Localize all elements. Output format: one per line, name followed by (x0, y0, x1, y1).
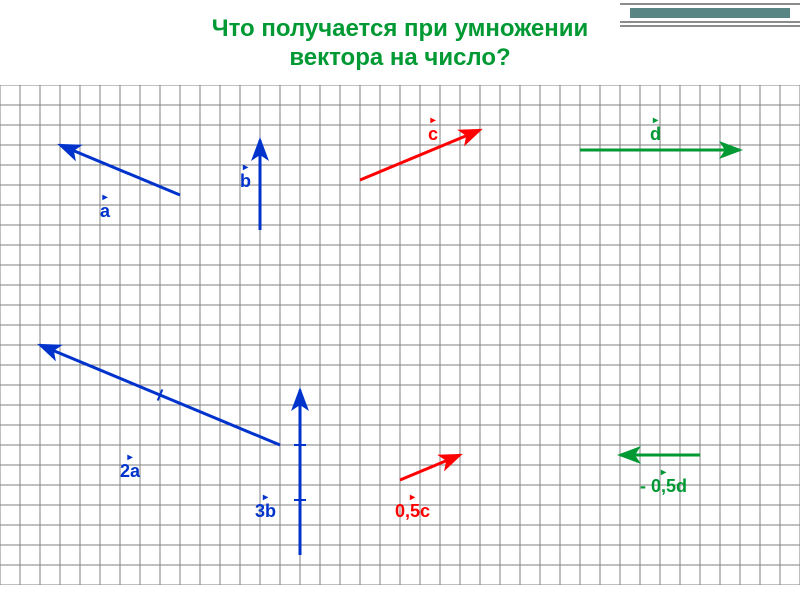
label--0.5d: ▸- 0,5d (640, 470, 687, 497)
label-a: ▸a (100, 195, 110, 222)
label-b: ▸b (240, 165, 251, 192)
label-d: ▸d (650, 118, 661, 145)
label-text: b (240, 171, 251, 191)
title-line-2: вектора на число? (289, 44, 510, 71)
label-c: ▸c (428, 118, 438, 145)
label-text: 3b (255, 501, 276, 521)
label-text: d (650, 124, 661, 144)
vector-0.5c (400, 455, 460, 480)
label-0.5c: ▸0,5c (395, 495, 430, 522)
label-text: 2a (120, 461, 140, 481)
title-line-1: Что получается при умножении (212, 15, 589, 42)
label-text: c (428, 124, 438, 144)
label-text: 0,5c (395, 501, 430, 521)
label-text: a (100, 201, 110, 221)
label-2a: ▸2a (120, 455, 140, 482)
slide-title: Что получается при умножении вектора на … (0, 15, 800, 73)
label-3b: ▸3b (255, 495, 276, 522)
label-text: - 0,5d (640, 476, 687, 496)
